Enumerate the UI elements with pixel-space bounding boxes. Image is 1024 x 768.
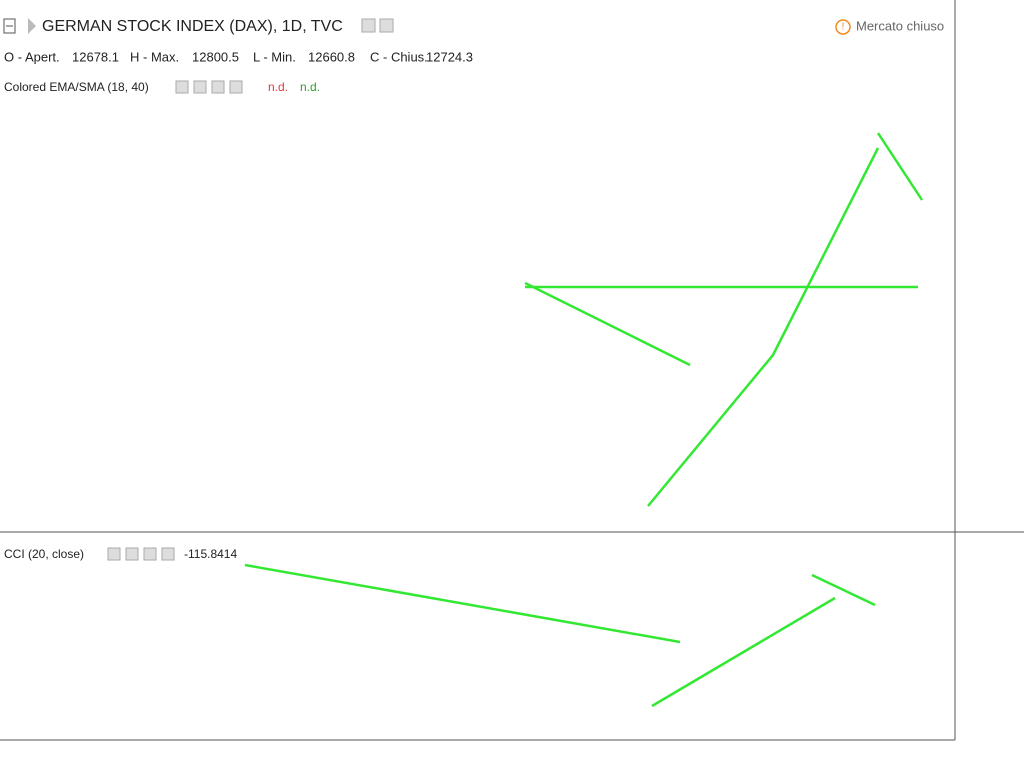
open-value: 12678.1 (72, 49, 119, 64)
symbol-icon (28, 18, 36, 34)
high-value: 12800.5 (192, 49, 239, 64)
indicator-value: n.d. (268, 80, 288, 94)
status-icon (835, 19, 851, 35)
price-scale-bg (955, 0, 1024, 768)
status-icon-mark: ! (842, 22, 845, 33)
settings-button[interactable] (361, 18, 376, 33)
indicator-value: n.d. (300, 80, 320, 94)
low-label: L - Min. (253, 49, 296, 64)
indicator-button[interactable] (229, 80, 243, 94)
trendline (876, 132, 924, 201)
cci-name: CCI (20, close) (4, 547, 84, 561)
cci-button[interactable] (107, 547, 121, 561)
close-label: C - Chius. (370, 49, 428, 64)
cci-button[interactable] (125, 547, 139, 561)
market-status: Mercato chiuso (856, 18, 944, 33)
trendline (647, 147, 880, 507)
trendline (524, 281, 691, 367)
trendline (811, 573, 876, 607)
hide-button[interactable] (379, 18, 394, 33)
indicator-name: Colored EMA/SMA (18, 40) (4, 80, 149, 94)
indicator-button[interactable] (175, 80, 189, 94)
trendline (244, 563, 681, 644)
cci-button[interactable] (161, 547, 175, 561)
trendlines (244, 132, 924, 708)
trendline (651, 596, 836, 708)
cci-value: -115.8414 (184, 547, 237, 561)
low-value: 12660.8 (308, 49, 355, 64)
indicator-button[interactable] (193, 80, 207, 94)
indicator-button[interactable] (211, 80, 225, 94)
cci-button[interactable] (143, 547, 157, 561)
high-label: H - Max. (130, 49, 179, 64)
symbol-title: GERMAN STOCK INDEX (DAX), 1D, TVC (42, 18, 343, 35)
collapse-button[interactable] (3, 18, 16, 34)
open-label: O - Apert. (4, 49, 60, 64)
ohlc-legend: O - Apert. 12678.1 H - Max. 12800.5 L - … (4, 49, 473, 64)
close-value: 12724.3 (426, 49, 473, 64)
